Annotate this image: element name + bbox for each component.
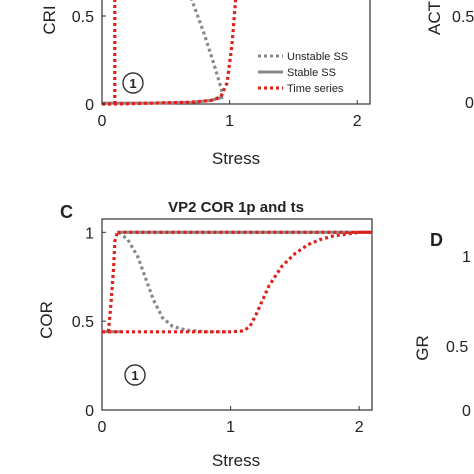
panel-c-annotation: 1 <box>124 364 146 386</box>
panel-b-ytick-0.5: 0.5 <box>452 9 474 26</box>
panel-a-annotation: 1 <box>122 72 144 94</box>
panel-a-ytick-label-0-5: 0.5 <box>72 9 94 26</box>
panel-a-xtick-label-2: 2 <box>353 113 362 130</box>
panel-c-letter: C <box>60 202 73 222</box>
panel-c-series-time-series-3 <box>102 230 372 334</box>
panel-c-xtick-label-0: 0 <box>98 419 107 436</box>
panel-c-annotation-circle <box>124 364 146 386</box>
panel-c-annotation-label: 1 <box>131 368 138 383</box>
panel-c-series <box>102 230 372 334</box>
panel-c-ytick-label-0: 0 <box>85 403 94 420</box>
panel-c-ylabel: COR <box>37 301 56 339</box>
panel-a-series-time-series-2 <box>102 0 238 106</box>
panel-b-ytick-0: 0 <box>465 95 474 112</box>
panel-c-title: VP2 COR 1p and ts <box>168 199 304 216</box>
panel-c-series-unstable-ss-0 <box>117 231 231 334</box>
panel-d-ytick-0.5: 0.5 <box>446 339 468 356</box>
panel-c-xtick-label-1: 1 <box>226 419 235 436</box>
panel-d-ytick-1: 1 <box>462 249 471 266</box>
panel-d-ylabel: GR <box>413 335 432 361</box>
panel-b-act: ACT 0.5 0 <box>425 1 474 112</box>
panel-a-annotation-label: 1 <box>129 76 136 91</box>
panel-a-axes-box <box>101 0 371 105</box>
panel-c-xlabel: Stress <box>212 451 260 470</box>
legend-label-unstable: Unstable SS <box>287 51 348 63</box>
panel-a-legend: Unstable SS Stable SS Time series <box>258 51 348 95</box>
panel-a-ticks: 0 1 2 0 0.5 <box>72 9 362 130</box>
panel-a-series-unstable-ss-0 <box>190 0 225 96</box>
panel-a-series-stable-ss-1 <box>102 95 224 105</box>
panel-d-letter: D <box>430 230 443 250</box>
panel-c-ytick-label-0-5: 0.5 <box>72 314 94 331</box>
panel-d-gr: D 1 GR 0.5 0 <box>413 230 471 420</box>
panel-c-ticks: 0 1 2 0 0.5 1 <box>72 225 364 436</box>
panel-a-xlabel: Stress <box>212 149 260 168</box>
panel-a-ylabel: CRI <box>40 5 59 34</box>
panel-a-xtick-label-0: 0 <box>98 113 107 130</box>
panel-c-cor: C VP2 COR 1p and ts 0 1 200.51 COR Stress … <box>37 199 373 470</box>
panel-c-ytick-label-1: 1 <box>85 225 94 242</box>
panel-d-ytick-0: 0 <box>462 403 471 420</box>
panel-c-axes-box <box>101 218 373 411</box>
panel-a-annotation-circle <box>122 72 144 94</box>
legend-label-stable: Stable SS <box>287 67 336 79</box>
panel-c-series-time-series-4 <box>106 231 119 332</box>
panel-c-xtick-label-2: 2 <box>355 419 364 436</box>
legend-label-timeseries: Time series <box>287 83 344 95</box>
panel-a-ytick-label-0: 0 <box>85 97 94 114</box>
panel-a-cri: 0 1 2 0 0.5 CRI Stress 1 Unstable SS Stable … <box>40 0 371 168</box>
panel-a-xtick-label-1: 1 <box>225 113 234 130</box>
panel-a-series <box>102 0 238 106</box>
panel-b-ylabel: ACT <box>425 1 444 35</box>
